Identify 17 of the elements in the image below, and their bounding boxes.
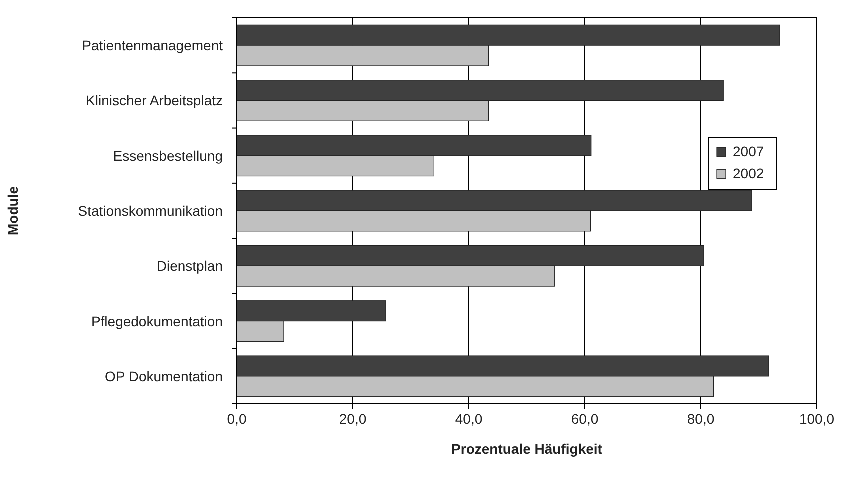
x-tick-label: 0,0 <box>227 411 247 427</box>
x-axis-title: Prozentuale Häufigkeit <box>452 441 603 457</box>
x-tick-label: 20,0 <box>339 411 367 427</box>
y-tick-label: OP Dokumentation <box>104 368 223 384</box>
y-tick-label: Stationskommunikation <box>78 203 223 219</box>
x-tick-label: 80,0 <box>687 411 715 427</box>
x-tick-label: 60,0 <box>571 411 599 427</box>
y-tick-label: Dienstplan <box>156 258 223 274</box>
x-tick-label: 40,0 <box>455 411 483 427</box>
y-tick-label: Klinischer Arbeitsplatz <box>86 92 223 109</box>
x-tick-label: 100,0 <box>799 411 835 427</box>
y-tick-label: Patientenmanagement <box>82 38 224 54</box>
legend-label: 2002 <box>733 166 764 182</box>
y-tick-label: Essensbestellung <box>113 148 223 164</box>
y-tick-label: Pflegedokumentation <box>91 313 223 330</box>
legend-label: 2007 <box>733 144 764 160</box>
y-axis-title: Module <box>5 186 21 236</box>
